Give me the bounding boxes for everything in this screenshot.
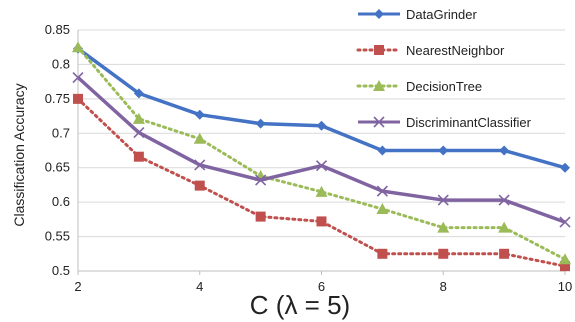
series-datagrinder-point — [316, 120, 327, 131]
y-axis-label: Classification Accuracy — [11, 83, 27, 226]
legend-decisiontree-point — [373, 80, 385, 91]
legend-nearestneighbor: NearestNeighbor — [356, 43, 505, 58]
y-tick-label: 0.8 — [52, 56, 70, 71]
series-datagrinder-point — [194, 109, 205, 120]
series-discriminantclassifier-point — [315, 160, 328, 172]
series-nearestneighbor-point — [438, 248, 449, 259]
legend-discriminantclassifier-label: DiscriminantClassifier — [406, 115, 532, 130]
series-discriminantclassifier-point — [194, 159, 206, 171]
series-nearestneighbor-point — [316, 216, 327, 227]
series-discriminantclassifier-point — [559, 216, 571, 228]
series-discriminantclassifier-point — [376, 185, 388, 197]
series-decisiontree-point — [72, 41, 84, 53]
series-datagrinder-point — [499, 145, 510, 156]
series-decisiontree-point — [559, 253, 571, 265]
legend-datagrinder-point — [374, 9, 384, 19]
y-tick-label: 0.5 — [52, 263, 70, 278]
series-decisiontree — [72, 41, 571, 265]
x-tick-label: 6 — [318, 279, 325, 294]
x-tick-label: 8 — [440, 279, 447, 294]
legend-discriminantclassifier-point — [373, 116, 385, 128]
series-discriminantclassifier-point — [255, 174, 267, 186]
legend-nearestneighbor-point — [374, 45, 384, 55]
series-datagrinder — [73, 43, 570, 173]
legend-discriminantclassifier: DiscriminantClassifier — [358, 115, 532, 130]
y-tick-label: 0.55 — [45, 229, 70, 244]
series-decisiontree-point — [193, 132, 206, 144]
y-tick-label: 0.75 — [45, 91, 70, 106]
series-layer — [72, 41, 571, 272]
series-nearestneighbor-point — [133, 151, 144, 162]
x-tick-label: 2 — [74, 279, 81, 294]
legend-nearestneighbor-label: NearestNeighbor — [406, 43, 505, 58]
series-nearestneighbor-point — [499, 248, 510, 259]
axes — [77, 30, 566, 275]
y-tick-label: 0.6 — [52, 194, 70, 209]
series-nearestneighbor-point — [560, 261, 570, 272]
series-datagrinder-point — [377, 145, 388, 156]
x-axis-label: C (λ = 5) — [250, 290, 350, 320]
series-discriminantclassifier-point — [133, 127, 145, 139]
x-tick-label: 4 — [196, 279, 203, 294]
series-nearestneighbor-point — [377, 248, 388, 259]
legend: DataGrinder NearestNeighbor DecisionTree Di… — [356, 7, 532, 130]
series-discriminantclassifier-point — [72, 71, 84, 84]
series-nearestneighbor-point — [194, 180, 205, 191]
series-datagrinder-point — [255, 118, 266, 129]
y-tick-label: 0.7 — [52, 125, 70, 140]
y-tick-label: 0.85 — [45, 22, 70, 37]
series-nearestneighbor-point — [73, 93, 83, 104]
tick-labels: 0.5 0.55 0.6 0.65 0.7 0.75 0.8 0.85 2 4 6 8 10 — [45, 22, 573, 294]
legend-datagrinder: DataGrinder — [358, 7, 477, 22]
series-decisiontree-point — [315, 185, 328, 197]
series-nearestneighbor — [73, 93, 570, 272]
series-datagrinder-point — [560, 162, 570, 173]
legend-decisiontree-label: DecisionTree — [406, 79, 482, 94]
series-discriminantclassifier — [72, 71, 571, 228]
series-datagrinder-point — [133, 88, 144, 99]
series-discriminantclassifier-point — [498, 194, 510, 206]
legend-decisiontree: DecisionTree — [356, 79, 482, 94]
y-tick-label: 0.65 — [45, 160, 70, 175]
series-decisiontree-line — [76, 45, 567, 261]
series-discriminantclassifier-point — [437, 194, 449, 206]
series-datagrinder-line — [76, 47, 566, 170]
series-decisiontree-point — [132, 112, 145, 124]
series-decisiontree-point — [437, 221, 450, 233]
series-decisiontree-point — [376, 203, 389, 215]
x-tick-label: 10 — [558, 279, 572, 294]
series-decisiontree-point — [498, 221, 511, 233]
series-nearestneighbor-point — [255, 211, 266, 222]
legend-datagrinder-label: DataGrinder — [406, 7, 477, 22]
series-datagrinder-point — [438, 145, 449, 156]
